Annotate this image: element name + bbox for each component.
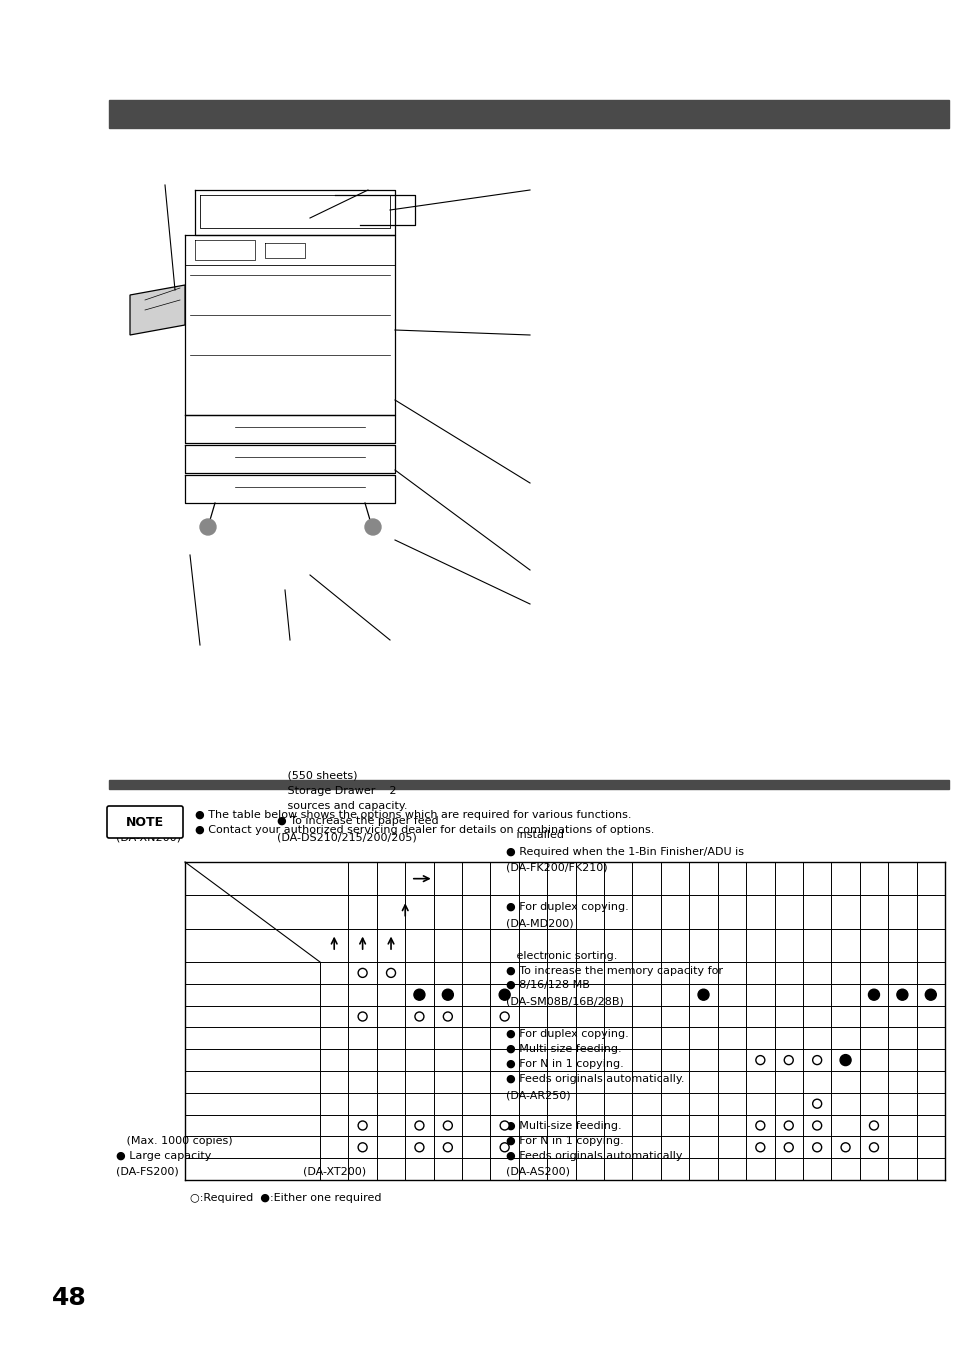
Text: (DA-XN200): (DA-XN200) <box>116 832 181 842</box>
Circle shape <box>200 519 215 535</box>
Circle shape <box>812 1055 821 1065</box>
Text: ● To increase the memory capacity for: ● To increase the memory capacity for <box>505 966 721 975</box>
Text: sources and capacity.: sources and capacity. <box>276 801 407 811</box>
Circle shape <box>442 989 453 1000</box>
Circle shape <box>499 1143 509 1152</box>
Circle shape <box>868 1121 878 1129</box>
Circle shape <box>812 1143 821 1152</box>
Text: ○:Required  ●:Either one required: ○:Required ●:Either one required <box>190 1193 381 1202</box>
Circle shape <box>841 1143 849 1152</box>
Text: ● For duplex copying.: ● For duplex copying. <box>505 902 628 912</box>
Circle shape <box>755 1121 764 1129</box>
Text: ● 8/16/128 MB: ● 8/16/128 MB <box>505 979 589 990</box>
Text: (Max. 1000 copies): (Max. 1000 copies) <box>116 1136 233 1146</box>
Circle shape <box>365 519 380 535</box>
Circle shape <box>867 989 879 1000</box>
Text: ● Contact your authorized servicing dealer for details on combinations of option: ● Contact your authorized servicing deal… <box>194 825 654 835</box>
Circle shape <box>443 1121 452 1129</box>
Circle shape <box>755 1143 764 1152</box>
Circle shape <box>812 1100 821 1108</box>
Circle shape <box>386 969 395 977</box>
Text: ● Multi-size feeding.: ● Multi-size feeding. <box>505 1121 620 1131</box>
Circle shape <box>783 1121 792 1129</box>
Text: electronic sorting.: electronic sorting. <box>505 951 617 961</box>
FancyBboxPatch shape <box>107 807 183 838</box>
Circle shape <box>415 1012 423 1021</box>
Text: ● For N in 1 copying.: ● For N in 1 copying. <box>505 1059 622 1069</box>
Text: ● The table below shows the options which are required for various functions.: ● The table below shows the options whic… <box>194 811 631 820</box>
Text: (DA-XT200): (DA-XT200) <box>303 1167 366 1177</box>
Circle shape <box>357 1143 367 1152</box>
Circle shape <box>499 1121 509 1129</box>
Text: (DA-DS210/215/200/205): (DA-DS210/215/200/205) <box>276 832 416 842</box>
Circle shape <box>415 1121 423 1129</box>
Circle shape <box>896 989 907 1000</box>
Circle shape <box>840 1055 850 1066</box>
Circle shape <box>698 989 708 1000</box>
Polygon shape <box>130 285 185 335</box>
Text: ● For duplex copying.: ● For duplex copying. <box>505 1029 628 1039</box>
Text: ● Large capacity: ● Large capacity <box>116 1151 212 1161</box>
Text: ● To increase the paper feed: ● To increase the paper feed <box>276 816 437 825</box>
Circle shape <box>812 1121 821 1129</box>
Text: (DA-AR250): (DA-AR250) <box>505 1090 570 1100</box>
Text: ● Feeds originals automatically.: ● Feeds originals automatically. <box>505 1074 683 1084</box>
Circle shape <box>357 1121 367 1129</box>
Text: (DA-FK200/FK210): (DA-FK200/FK210) <box>505 863 607 873</box>
Text: installed: installed <box>505 830 563 840</box>
Circle shape <box>443 1012 452 1021</box>
Text: ● Multi-size feeding.: ● Multi-size feeding. <box>505 1044 620 1054</box>
Circle shape <box>755 1055 764 1065</box>
Text: (550 sheets): (550 sheets) <box>276 771 356 781</box>
Text: ● Feeds originals automatically.: ● Feeds originals automatically. <box>505 1151 683 1161</box>
Circle shape <box>443 1143 452 1152</box>
Circle shape <box>783 1055 792 1065</box>
Bar <box>109 780 948 789</box>
Text: (DA-AS200): (DA-AS200) <box>505 1167 569 1177</box>
Circle shape <box>498 989 510 1000</box>
Circle shape <box>357 969 367 977</box>
Circle shape <box>783 1143 792 1152</box>
Text: NOTE: NOTE <box>126 816 164 828</box>
Circle shape <box>868 1143 878 1152</box>
Text: (DA-SM08B/16B/28B): (DA-SM08B/16B/28B) <box>505 997 623 1006</box>
Circle shape <box>357 1012 367 1021</box>
Text: ● For N in 1 copying.: ● For N in 1 copying. <box>505 1136 622 1146</box>
Bar <box>109 100 948 128</box>
Circle shape <box>924 989 935 1000</box>
Circle shape <box>414 989 424 1000</box>
Text: (DA-FS200): (DA-FS200) <box>116 1167 179 1177</box>
Text: (DA-MD200): (DA-MD200) <box>505 917 573 928</box>
Text: ● Required when the 1-Bin Finisher/ADU is: ● Required when the 1-Bin Finisher/ADU i… <box>505 847 742 857</box>
Circle shape <box>499 1012 509 1021</box>
Text: Storage Drawer    2: Storage Drawer 2 <box>276 786 395 796</box>
Circle shape <box>415 1143 423 1152</box>
Text: 48: 48 <box>52 1286 87 1310</box>
